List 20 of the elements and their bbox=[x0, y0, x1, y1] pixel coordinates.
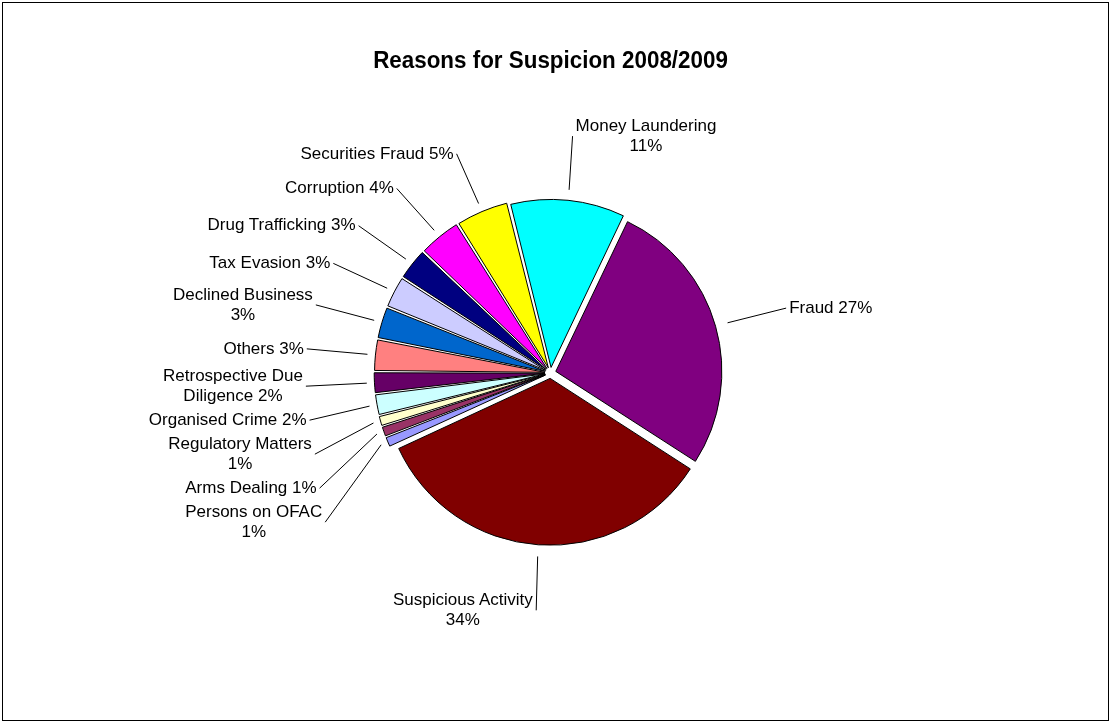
slice-label: Money Laundering bbox=[575, 115, 717, 135]
slice-label: Drug Trafficking 3% bbox=[207, 215, 356, 235]
slice-label: Suspicious Activity bbox=[392, 590, 534, 610]
slice-label: Declined Business bbox=[172, 284, 313, 304]
data-label: 11% bbox=[629, 135, 663, 155]
chart-title: Reasons for Suspicion 2008/2009 bbox=[373, 46, 728, 74]
data-label: 3% bbox=[230, 304, 256, 324]
slice-label: Corruption 4% bbox=[285, 178, 394, 198]
slice-label: Tax Evasion 3% bbox=[209, 253, 331, 273]
slice-label: Fraud 27% bbox=[789, 297, 873, 317]
slice-label: Retrospective Due Diligence 2% bbox=[163, 365, 303, 405]
slice-label: Securities Fraud 5% bbox=[300, 143, 454, 163]
slice-label: Others 3% bbox=[223, 338, 304, 358]
slice-label: Persons on OFAC bbox=[185, 501, 323, 521]
data-label: 1% bbox=[227, 453, 253, 473]
data-label: 1% bbox=[241, 521, 266, 541]
slice-label: Regulatory Matters bbox=[168, 433, 312, 453]
slice-label: Arms Dealing 1% bbox=[185, 477, 317, 497]
data-label: 34% bbox=[445, 610, 480, 630]
slice-label: Organised Crime 2% bbox=[148, 409, 307, 429]
